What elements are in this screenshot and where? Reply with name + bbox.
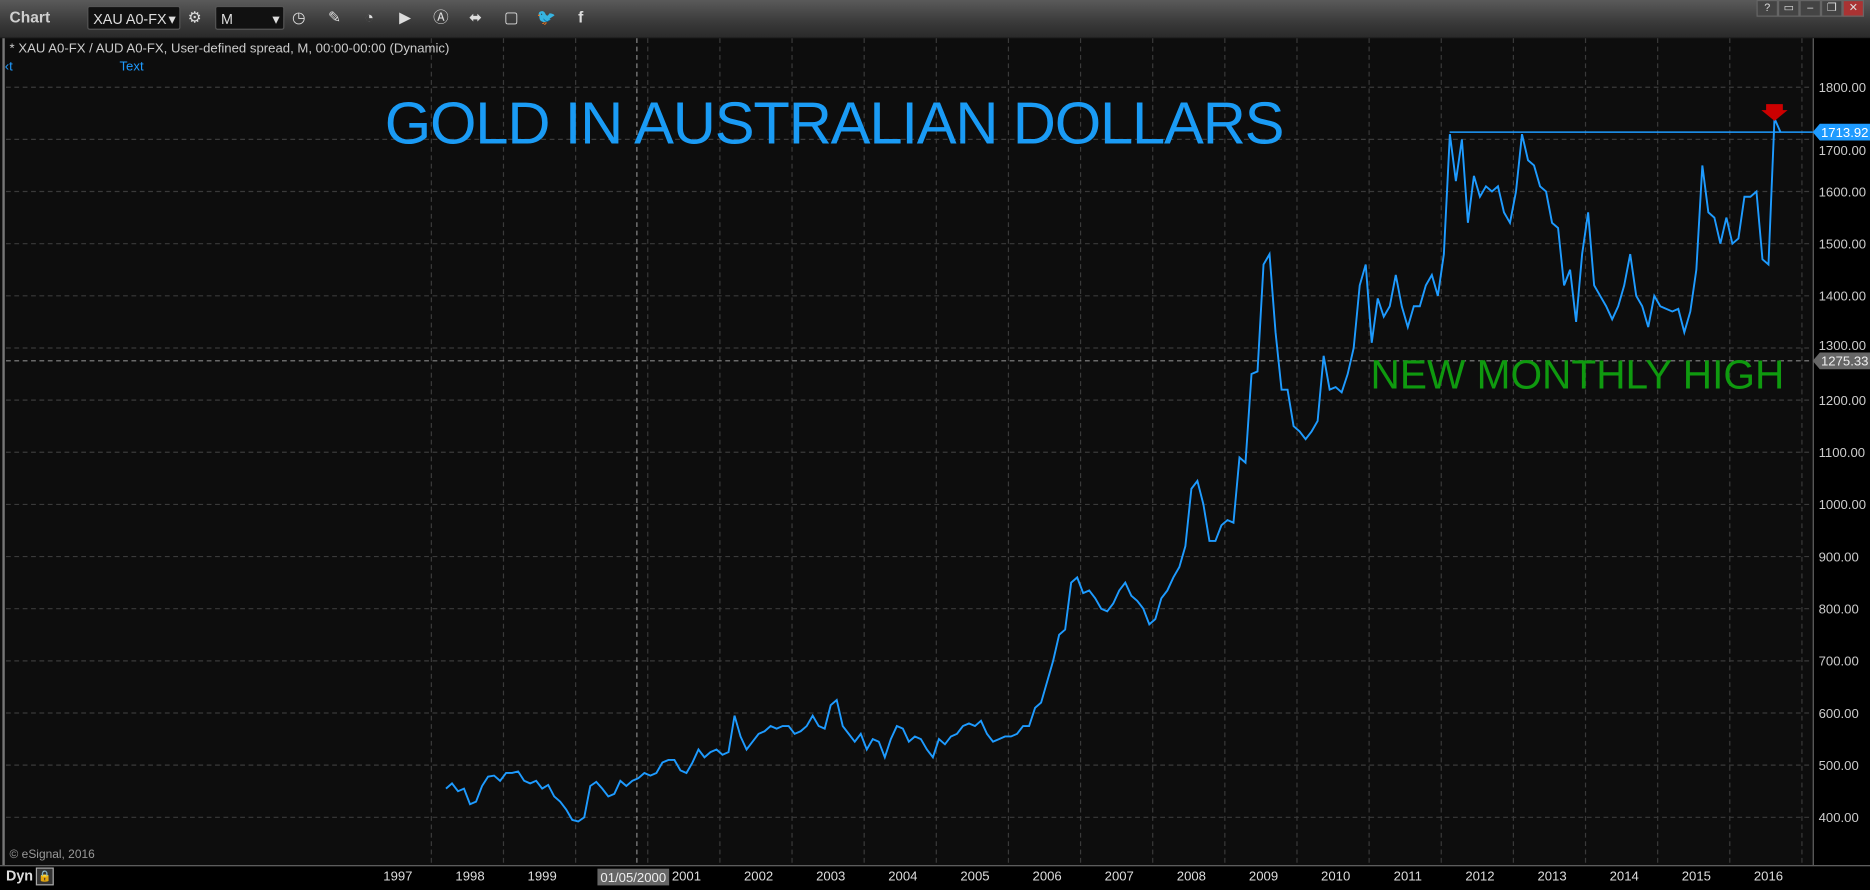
x-tick-label: 2014 (1610, 869, 1639, 884)
link-icon[interactable]: ⬌ (469, 8, 483, 27)
x-tick-label: 1998 (455, 869, 484, 884)
play-icon[interactable]: ▶ (399, 8, 412, 27)
y-tick-label: 1600.00 (1819, 184, 1866, 199)
twitter-icon[interactable]: 🐦 (536, 8, 556, 27)
price-line (445, 118, 1782, 823)
x-tick-label: 2015 (1682, 869, 1711, 884)
pencil-icon[interactable]: ✎ (328, 8, 342, 27)
y-tick-label: 1300.00 (1819, 338, 1866, 353)
left-marker: ‹t (4, 59, 13, 75)
x-tick-label: 2008 (1177, 869, 1206, 884)
y-tick-label: 1400.00 (1819, 289, 1866, 304)
chart-info-line: * XAU A0-FX / AUD A0-FX, User-defined sp… (9, 41, 450, 57)
symbol-dropdown[interactable]: XAU A0-FX ▾ (87, 5, 181, 30)
comment-icon[interactable]: ▢ (504, 8, 519, 27)
x-tick-label: 2002 (744, 869, 773, 884)
annotation-new-monthly-high: NEW MONTHLY HIGH (1370, 352, 1785, 398)
text-label[interactable]: Text (119, 59, 144, 75)
y-tick-label: 1800.00 (1819, 80, 1866, 95)
lock-icon[interactable]: 🔒 (35, 867, 54, 886)
x-tick-label: 2006 (1033, 869, 1062, 884)
crosshair-price-label: 1275.33 (1821, 354, 1868, 369)
toolbar: Chart XAU A0-FX ▾ ⚙ M ▾ ◷ ✎ ◔ ▶ Ⓐ ⬌ ▢ 🐦 f… (0, 0, 1870, 39)
y-tick-label: 1100.00 (1819, 445, 1865, 460)
x-tick-label: 2010 (1321, 869, 1350, 884)
y-tick-label: 700.00 (1819, 654, 1859, 669)
y-tick-label: 900.00 (1819, 549, 1859, 564)
last-price-label: 1713.92 (1821, 125, 1868, 140)
x-tick-label: 2009 (1249, 869, 1278, 884)
last-price-box (1812, 123, 1870, 141)
chevron-down-icon: ▾ (168, 10, 176, 28)
x-tick-label: 2012 (1465, 869, 1494, 884)
minimize-button[interactable]: – (1799, 0, 1822, 17)
y-tick-label: 1700.00 (1819, 143, 1866, 158)
y-tick-label: 1000.00 (1819, 497, 1866, 512)
alert-icon[interactable]: Ⓐ (433, 8, 449, 27)
y-tick-label: 400.00 (1819, 810, 1859, 825)
crosshair-date-box (597, 868, 670, 886)
window-title: Chart (9, 8, 51, 27)
y-tick-label: 500.00 (1819, 758, 1859, 773)
help-button[interactable]: ? (1756, 0, 1778, 17)
x-tick-label: 2005 (960, 869, 989, 884)
new-high-arrow-icon (1761, 104, 1788, 121)
chevron-down-icon: ▾ (272, 10, 280, 28)
x-tick-label: 2011 (1394, 869, 1422, 884)
y-tick-label: 1200.00 (1819, 393, 1866, 408)
x-tick-label: 1999 (528, 869, 557, 884)
y-tick-label: 1500.00 (1819, 236, 1866, 251)
crosshair-date-label: 01/05/2000 (600, 870, 666, 885)
symbol-value: XAU A0-FX (93, 10, 167, 28)
y-tick-label: 800.00 (1819, 601, 1859, 616)
y-tick-label: 600.00 (1819, 706, 1859, 721)
settings-icon[interactable]: ⚙ (187, 8, 202, 27)
clock-icon[interactable]: ◷ (291, 8, 306, 27)
x-tick-label: 2003 (816, 869, 845, 884)
crosshair-price-box (1812, 352, 1870, 370)
restore-button[interactable]: ❐ (1821, 0, 1843, 17)
dynamic-label[interactable]: Dyn (5, 867, 34, 885)
x-tick-label: 2007 (1105, 869, 1134, 884)
window-controls: ? ▭ – ❐ ✕ (1756, 0, 1865, 17)
x-tick-label: 2001 (672, 869, 701, 884)
time-axis[interactable] (0, 865, 1870, 890)
price-axis[interactable] (1812, 38, 1870, 866)
chart-title: GOLD IN AUSTRALIAN DOLLARS (384, 89, 1285, 157)
study-icon[interactable]: ◔ (364, 8, 374, 27)
x-tick-label: 2013 (1537, 869, 1566, 884)
close-button[interactable]: ✕ (1842, 0, 1865, 17)
x-tick-label: 2016 (1754, 869, 1783, 884)
layout-button[interactable]: ▭ (1777, 0, 1800, 17)
interval-value: M (221, 10, 234, 28)
x-tick-label: 1997 (383, 869, 412, 884)
copyright: © eSignal, 2016 (9, 848, 95, 862)
interval-dropdown[interactable]: M ▾ (215, 5, 285, 30)
x-tick-label: 2004 (888, 869, 917, 884)
facebook-icon[interactable]: f (578, 8, 584, 27)
